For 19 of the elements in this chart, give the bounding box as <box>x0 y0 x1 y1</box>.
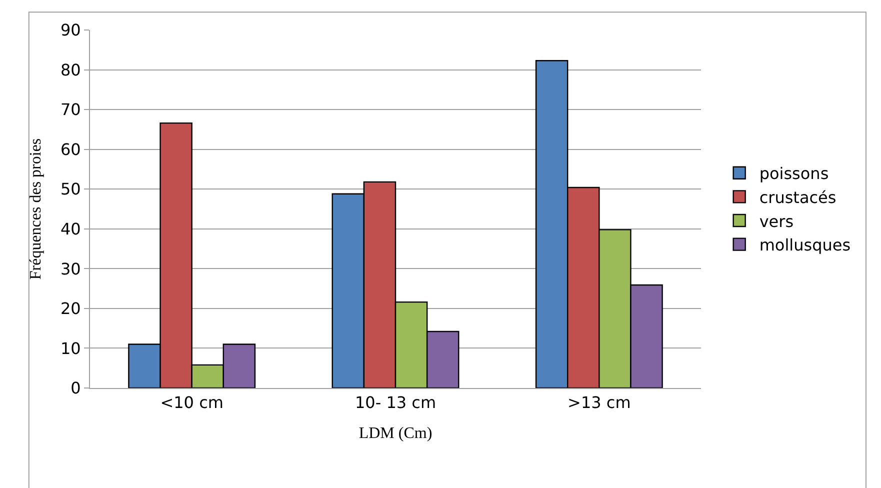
y-tick-label: 90 <box>60 20 81 40</box>
x-tick-label: >13 cm <box>568 393 631 412</box>
y-tick-label: 60 <box>60 140 81 159</box>
y-tick-label: 80 <box>60 60 81 80</box>
legend-label: vers <box>759 212 794 231</box>
x-axis-title: LDM (Cm) <box>358 424 432 442</box>
y-tick-label: 50 <box>60 180 81 199</box>
x-tick-label: 10- 13 cm <box>354 393 436 412</box>
y-tick-label: 30 <box>60 259 81 278</box>
legend-label: mollusques <box>759 236 851 255</box>
y-tick-label: 20 <box>60 299 81 318</box>
x-tick-label: <10 cm <box>160 393 224 412</box>
legend-label: poissons <box>759 164 829 184</box>
y-axis-title: Fréquences des proies <box>27 138 44 280</box>
legend-label: crustacés <box>759 188 836 207</box>
y-tick-label: 10 <box>60 338 81 358</box>
y-tick-label: 0 <box>70 378 81 398</box>
y-tick-label: 70 <box>60 100 81 120</box>
y-tick-label: 40 <box>60 219 81 238</box>
